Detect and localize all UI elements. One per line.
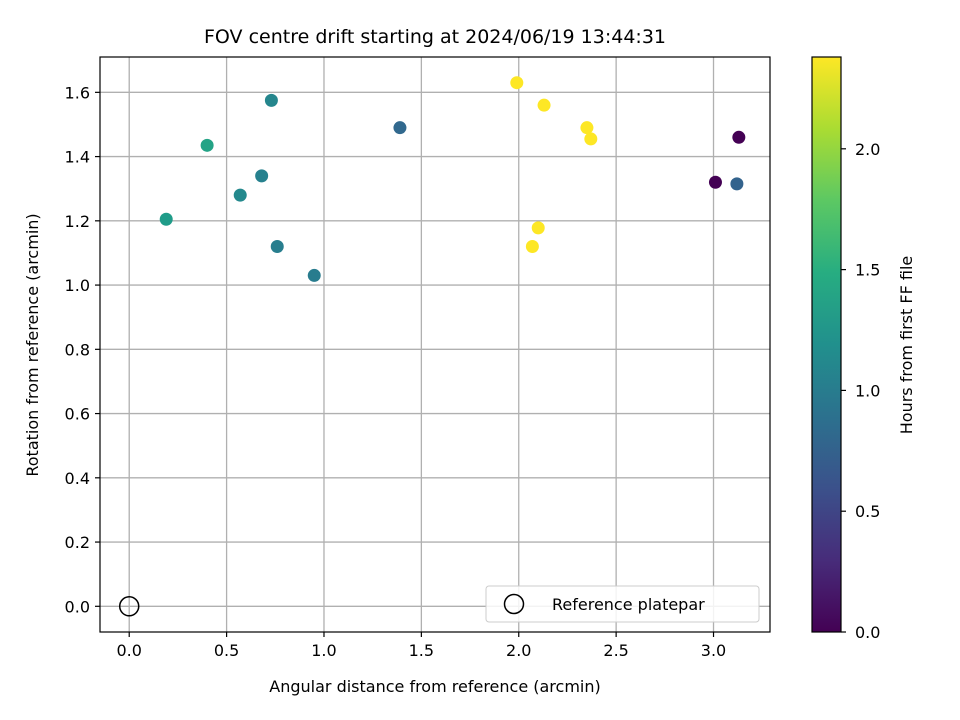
data-point [270,240,284,254]
data-point [307,268,321,282]
grid-lines [100,57,770,632]
colorbar-tick-label: 0.0 [855,623,880,642]
plot-frame [99,56,771,633]
data-points [118,76,746,617]
y-tick-label: 1.2 [65,212,90,231]
legend-marker-reference [503,593,525,615]
data-point [255,169,269,183]
y-tick-label: 0.2 [65,533,90,552]
y-tick-label: 1.6 [65,83,90,102]
x-axis-label: Angular distance from reference (arcmin) [269,677,600,696]
y-tick-label: 0.4 [65,469,90,488]
chart-title: FOV centre drift starting at 2024/06/19 … [204,26,666,48]
x-tick-label: 1.0 [311,641,336,660]
y-tick-label: 0.0 [65,597,90,616]
y-tick-label: 0.6 [65,405,90,424]
data-point [233,188,247,202]
colorbar-tick-label: 1.0 [855,381,880,400]
y-tick-label: 1.4 [65,148,90,167]
data-point [510,76,524,90]
x-tick-label: 3.0 [701,641,726,660]
data-point [580,121,594,135]
x-tick-label: 0.5 [214,641,239,660]
data-point [531,221,545,235]
data-point [732,130,746,144]
data-point [730,177,744,191]
colorbar-tick-label: 0.5 [855,502,880,521]
colorbar: 0.0 0.5 1.0 1.5 2.0 Hours from first FF file [811,56,916,642]
y-axis-ticks: 0.0 0.2 0.4 0.6 0.8 1.0 1.2 1.4 1.6 [65,83,100,616]
x-tick-label: 2.0 [506,641,531,660]
data-point [264,93,278,107]
legend-entry-reference-platepar: Reference platepar [552,595,705,614]
data-point [708,175,722,189]
colorbar-tick-label: 1.5 [855,261,880,280]
data-point [200,138,214,152]
x-axis-ticks: 0.0 0.5 1.0 1.5 2.0 2.5 3.0 [116,632,726,660]
y-axis-label: Rotation from reference (arcmin) [23,213,42,476]
x-tick-label: 0.0 [116,641,141,660]
colorbar-label: Hours from first FF file [897,256,916,435]
x-tick-label: 1.5 [409,641,434,660]
legend: Reference platepar [485,585,760,623]
colorbar-gradient [811,56,842,633]
data-point [525,240,539,254]
y-tick-label: 1.0 [65,276,90,295]
data-point [537,98,551,112]
data-point [393,121,407,135]
legend-box [485,585,760,623]
y-tick-label: 0.8 [65,340,90,359]
colorbar-tick-label: 2.0 [855,140,880,159]
colorbar-ticks: 0.0 0.5 1.0 1.5 2.0 [841,140,880,642]
reference-platepar-marker [118,596,140,617]
data-point [159,212,173,226]
data-point [584,132,598,146]
x-tick-label: 2.5 [603,641,628,660]
